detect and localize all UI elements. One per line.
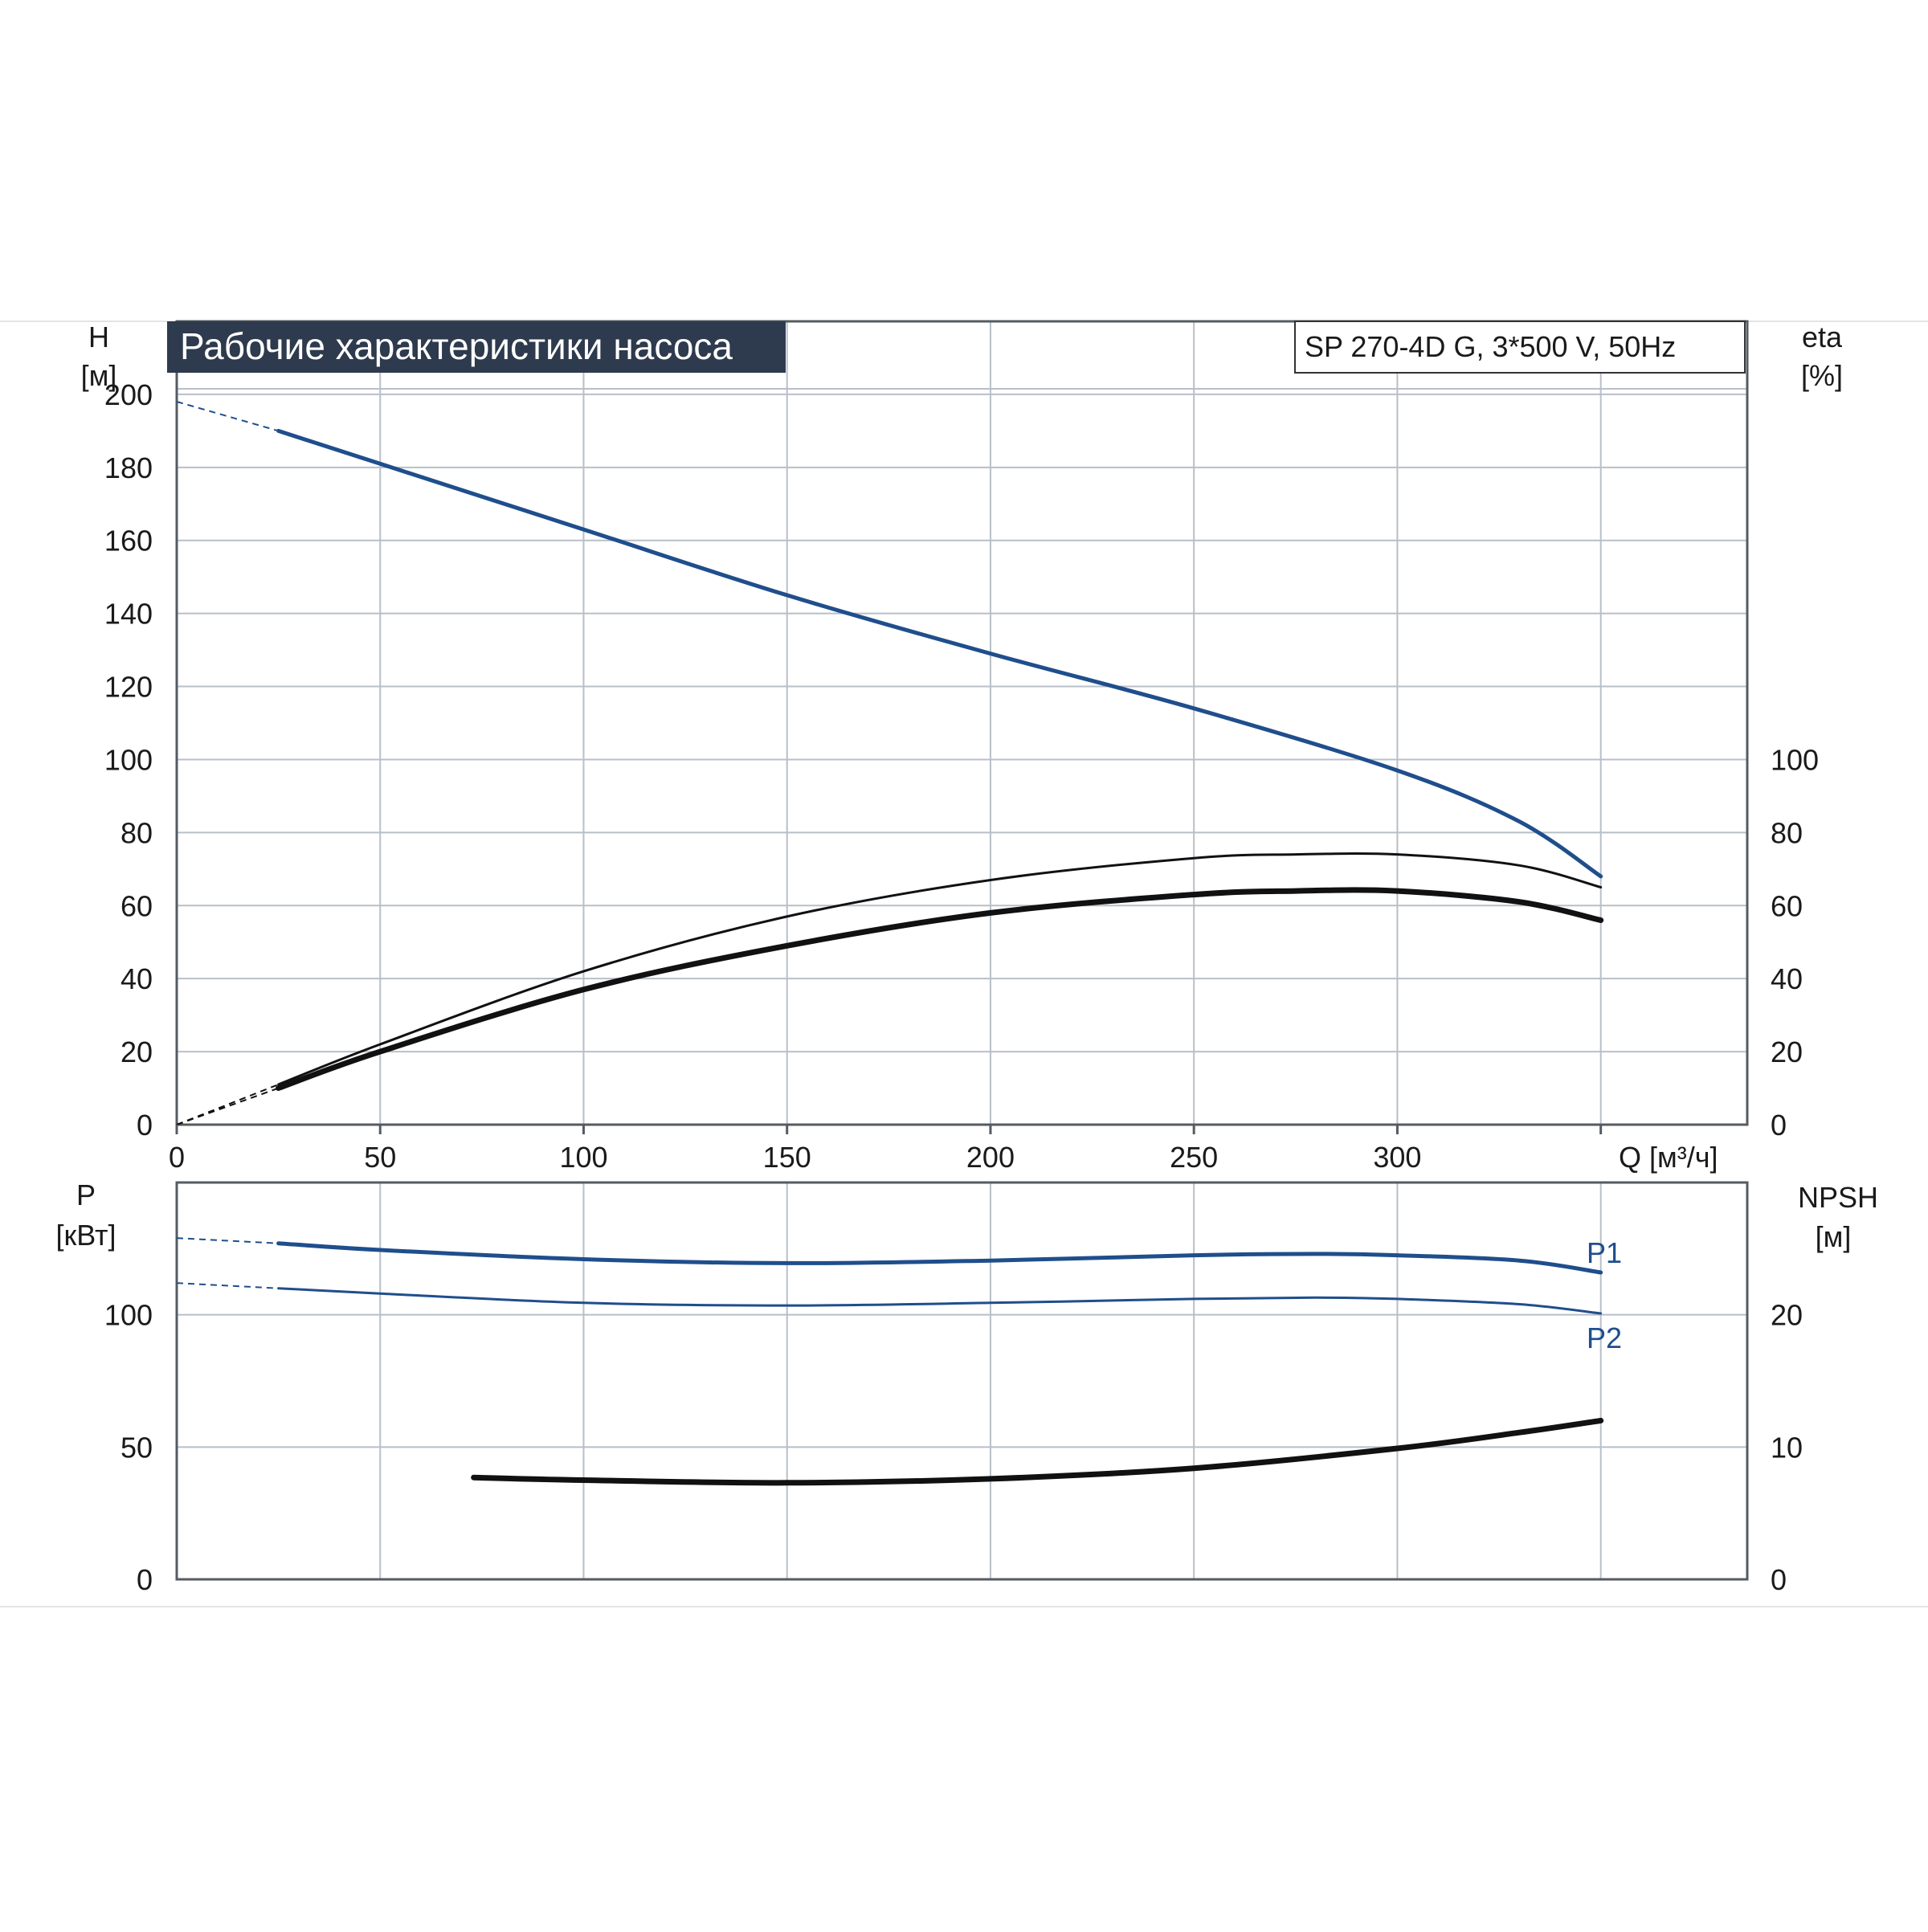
upper-y-left-tick: 140: [104, 598, 153, 631]
x-tick-label: 0: [169, 1141, 185, 1174]
upper-y-left-tick: 40: [120, 962, 153, 995]
lower-y-left-tick: 100: [104, 1299, 153, 1332]
x-tick-label: 200: [966, 1141, 1015, 1174]
lower-y-left-unit: [кВт]: [55, 1219, 116, 1252]
lower-y-right-label: NPSH: [1798, 1181, 1878, 1214]
lower-y-right-tick: 0: [1771, 1563, 1787, 1596]
title-banner: [167, 321, 786, 373]
lower-y-right-unit: [м]: [1816, 1220, 1852, 1253]
lower-y-left-tick: 50: [120, 1431, 153, 1464]
upper-y-left-tick: 160: [104, 525, 153, 558]
P1-curve: [276, 1241, 1603, 1275]
upper-y-left-tick: 60: [120, 889, 153, 922]
p1-curve-label: P1: [1587, 1236, 1622, 1269]
upper-y-right-tick: 80: [1771, 816, 1803, 849]
lower-y-left-tick: 0: [137, 1563, 153, 1596]
upper-y-left-tick: 20: [120, 1035, 153, 1068]
x-tick-label: 250: [1170, 1141, 1218, 1174]
x-axis-label: Q [м³/ч]: [1619, 1141, 1718, 1174]
upper-y-left-tick: 200: [104, 378, 153, 411]
head-curve: [276, 428, 1603, 879]
lower-plot-frame: [175, 1181, 1749, 1581]
model-label: SP 270-4D G, 3*500 V, 50Hz: [1305, 330, 1676, 363]
x-tick-label: 50: [364, 1141, 396, 1174]
chart-title: Рабочие характеристики насоса: [180, 325, 733, 367]
upper-y-left-tick: 100: [104, 743, 153, 776]
x-tick-label: 100: [559, 1141, 607, 1174]
upper-y-left-tick: 80: [120, 816, 153, 849]
eta-thin-curve: [277, 852, 1603, 1086]
upper-y-right-label: eta: [1802, 321, 1843, 353]
upper-y-right-tick: 60: [1771, 889, 1803, 922]
lower-y-right-tick: 20: [1771, 1299, 1803, 1332]
p2-curve-label: P2: [1587, 1321, 1622, 1354]
P2-curve: [277, 1287, 1603, 1315]
upper-y-right-tick: 40: [1771, 962, 1803, 995]
P2-extrapolation: [176, 1282, 279, 1289]
upper-y-right-tick: 0: [1771, 1109, 1787, 1142]
P1-extrapolation: [176, 1237, 279, 1244]
eta-thick-curve: [276, 887, 1604, 1091]
upper-plot-frame: [175, 320, 1749, 1126]
lower-y-right-tick: 10: [1771, 1431, 1803, 1464]
upper-y-left-unit: [м]: [81, 359, 117, 392]
x-tick-label: 300: [1373, 1141, 1421, 1174]
head-extrapolation: [176, 401, 279, 432]
upper-y-left-tick: 180: [104, 451, 153, 484]
NPSH-curve: [471, 1417, 1604, 1486]
upper-y-left-tick: 0: [137, 1109, 153, 1142]
upper-grid: [177, 321, 1747, 1125]
upper-y-left-label: H: [88, 321, 109, 353]
upper-y-left-tick: 120: [104, 671, 153, 704]
model-box: [1294, 321, 1746, 374]
series-layer: [176, 401, 1604, 1486]
lower-y-left-label: P: [76, 1178, 96, 1211]
x-tick-label: 150: [763, 1141, 811, 1174]
upper-y-right-tick: 20: [1771, 1035, 1803, 1068]
upper-y-right-tick: 100: [1771, 743, 1819, 776]
lower-grid: [177, 1182, 1747, 1579]
eta-thick-extrapolation: [176, 1087, 279, 1125]
tick-layer: 0 50 100 150 200 250 3000204060801001201401601…: [104, 378, 1819, 1596]
eta-thin-extrapolation: [176, 1084, 279, 1125]
upper-y-right-unit: [%]: [1801, 359, 1843, 392]
